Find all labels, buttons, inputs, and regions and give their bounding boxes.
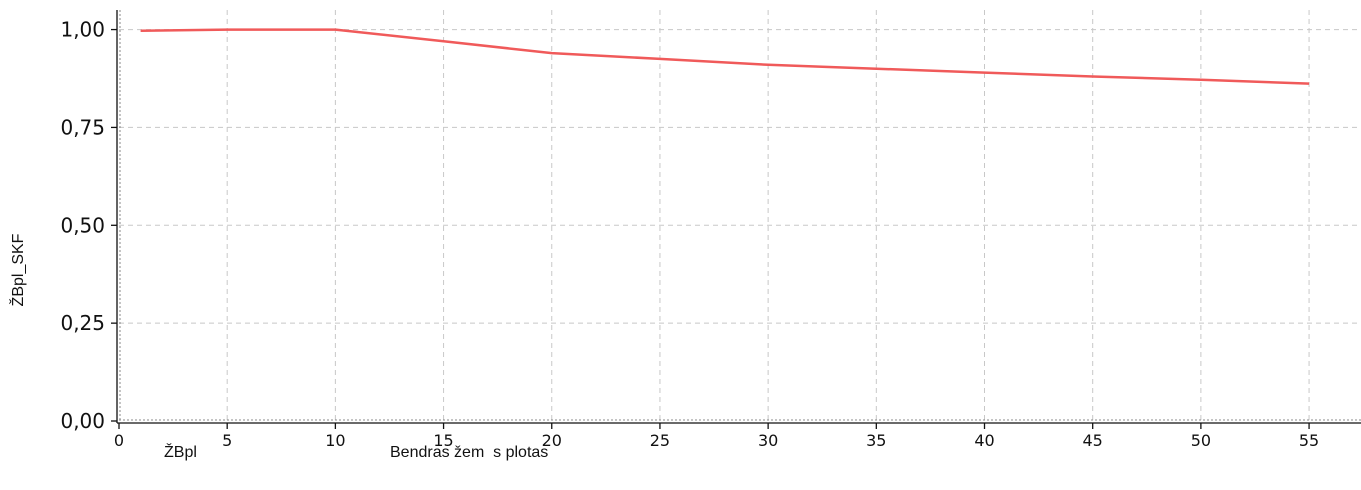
x-tick-label: 35 (866, 431, 886, 450)
x-tick-label: 50 (1191, 431, 1211, 450)
y-tick-label: 0,75 (60, 115, 105, 139)
series-line (140, 28, 1310, 85)
y-tick-label: 0,25 (60, 311, 105, 335)
x-tick-label: 5 (222, 431, 232, 450)
x-tick-label: 55 (1299, 431, 1319, 450)
series-lines (140, 28, 1310, 85)
y-tick-label: 0,50 (60, 213, 105, 237)
x-tick-label: 25 (650, 431, 670, 450)
x-tick-labels: 0 5 10 15 20 25 30 35 40 45 50 55 (114, 431, 1319, 450)
x-tick-label: 15 (433, 431, 453, 450)
y-axis-label: ŽBpl_SKF (8, 233, 27, 306)
x-tick-label: 40 (974, 431, 994, 450)
legend-label: ŽBpl (164, 444, 197, 461)
x-tick-label: 10 (325, 431, 345, 450)
axes (111, 10, 1361, 429)
y-tick-label: 0,00 (60, 409, 105, 433)
y-tick-label: 1,00 (60, 18, 105, 42)
y-tick-labels: 0,00 0,25 0,50 0,75 1,00 (60, 18, 105, 433)
x-tick-label: 30 (758, 431, 778, 450)
grid-lines (119, 10, 1361, 421)
x-axis-label: Bendras žem s plotas (390, 444, 549, 461)
x-tick-label: 45 (1083, 431, 1103, 450)
x-tick-label: 20 (542, 431, 562, 450)
x-tick-label: 0 (114, 431, 124, 450)
